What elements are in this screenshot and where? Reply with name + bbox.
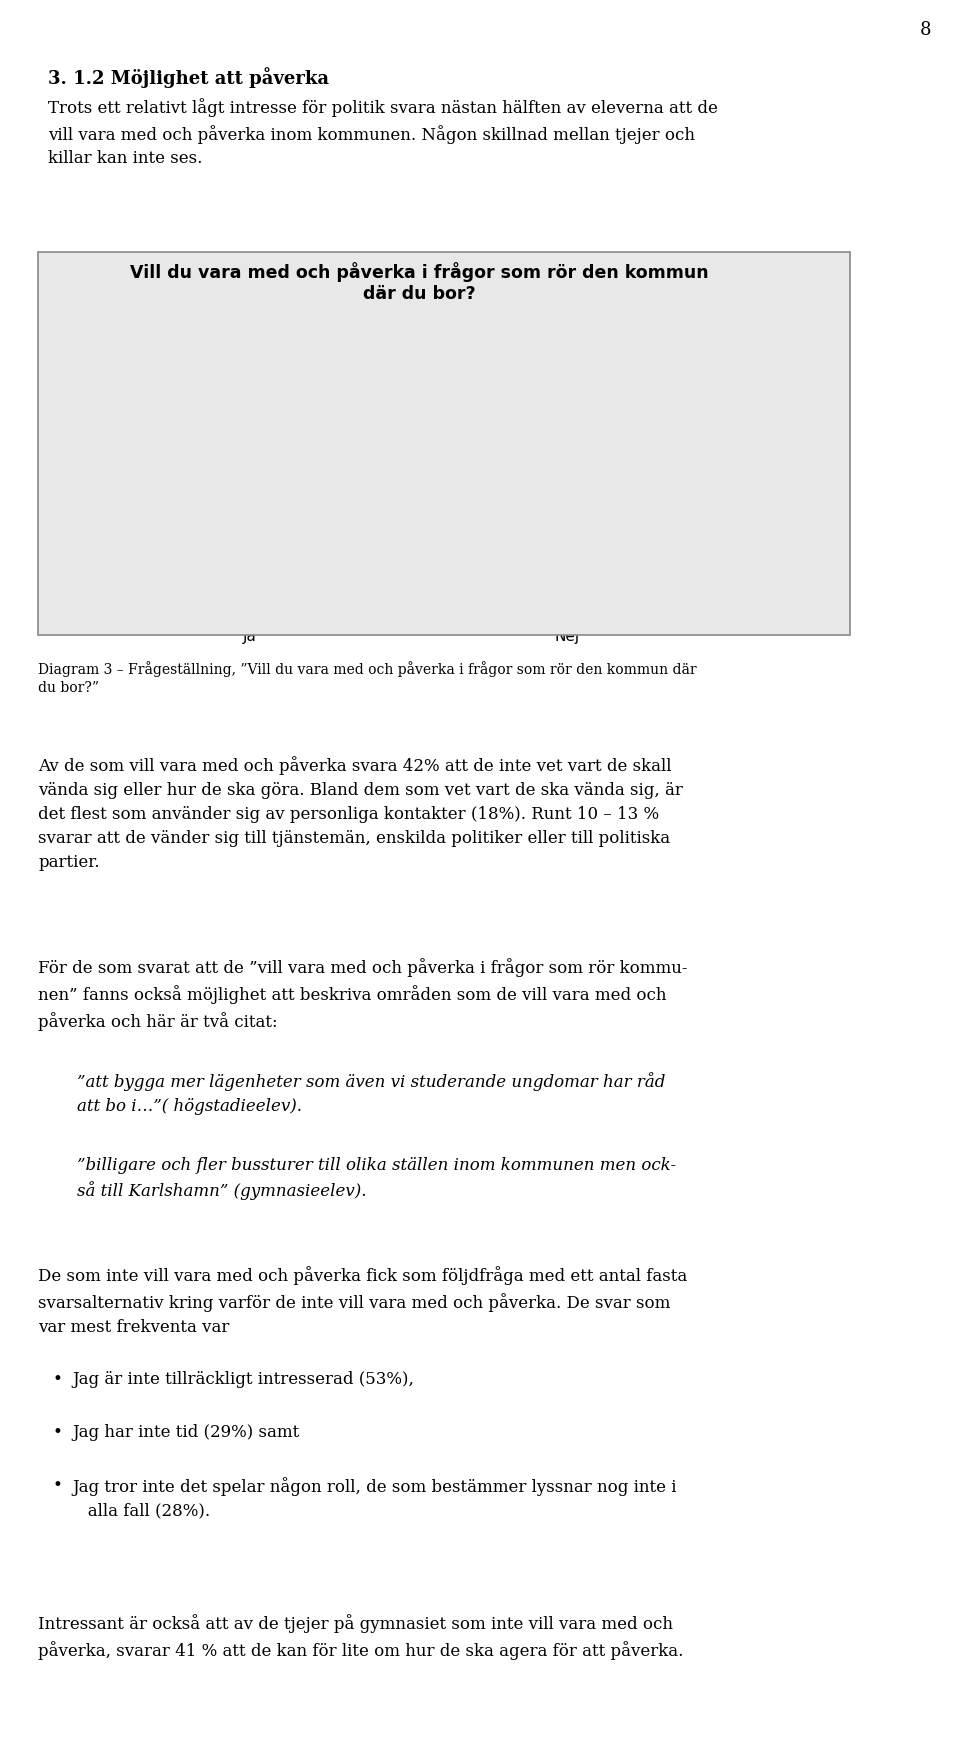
Text: De som inte vill vara med och påverka fick som följdfråga med ett antal fasta
sv: De som inte vill vara med och påverka fi… <box>38 1265 687 1335</box>
Text: 56%: 56% <box>492 459 523 473</box>
Text: 44%: 44% <box>174 488 205 504</box>
Text: 54%: 54% <box>611 464 642 478</box>
Text: För de som svarat att de ”vill vara med och påverka i frågor som rör kommu-
nen”: För de som svarat att de ”vill vara med … <box>38 958 688 1031</box>
Text: •: • <box>53 1476 62 1493</box>
Bar <box>451 478 563 618</box>
Legend: Åk 7-9, Gy 1-3: Åk 7-9, Gy 1-3 <box>736 487 841 559</box>
Text: Vill du vara med och påverka i frågor som rör den kommun
där du bor?: Vill du vara med och påverka i frågor so… <box>131 262 709 302</box>
Bar <box>253 503 365 618</box>
Text: Jag är inte tillräckligt intresserad (53%),: Jag är inte tillräckligt intresserad (53… <box>72 1370 414 1388</box>
Text: ”billigare och fler bussturer till olika ställen inom kommunen men ock-
så till : ”billigare och fler bussturer till olika… <box>77 1156 676 1200</box>
Text: 3. 1.2 Möjlighet att påverka: 3. 1.2 Möjlighet att påverka <box>48 67 329 88</box>
Text: •: • <box>53 1423 62 1441</box>
Text: •: • <box>53 1370 62 1388</box>
Text: 46%: 46% <box>293 483 324 499</box>
Text: ”att bygga mer lägenheter som även vi studerande ungdomar har råd
att bo i…”( hö: ”att bygga mer lägenheter som även vi st… <box>77 1072 665 1114</box>
Text: Jag tror inte det spelar någon roll, de som bestämmer lyssnar nog inte i
   alla: Jag tror inte det spelar någon roll, de … <box>72 1476 677 1518</box>
Text: Intressant är också att av de tjejer på gymnasiet som inte vill vara med och
påv: Intressant är också att av de tjejer på … <box>38 1613 684 1659</box>
Bar <box>134 508 246 618</box>
Text: Diagram 3 – Frågeställning, ”Vill du vara med och påverka i frågor som rör den k: Diagram 3 – Frågeställning, ”Vill du var… <box>38 661 697 694</box>
Bar <box>570 483 682 618</box>
Text: Trots ett relativt lågt intresse för politik svara nästan hälften av eleverna at: Trots ett relativt lågt intresse för pol… <box>48 98 718 167</box>
Text: Jag har inte tid (29%) samt: Jag har inte tid (29%) samt <box>72 1423 300 1441</box>
Text: Av de som vill vara med och påverka svara 42% att de inte vet vart de skall
vänd: Av de som vill vara med och påverka svar… <box>38 756 684 871</box>
Text: 8: 8 <box>920 21 931 39</box>
